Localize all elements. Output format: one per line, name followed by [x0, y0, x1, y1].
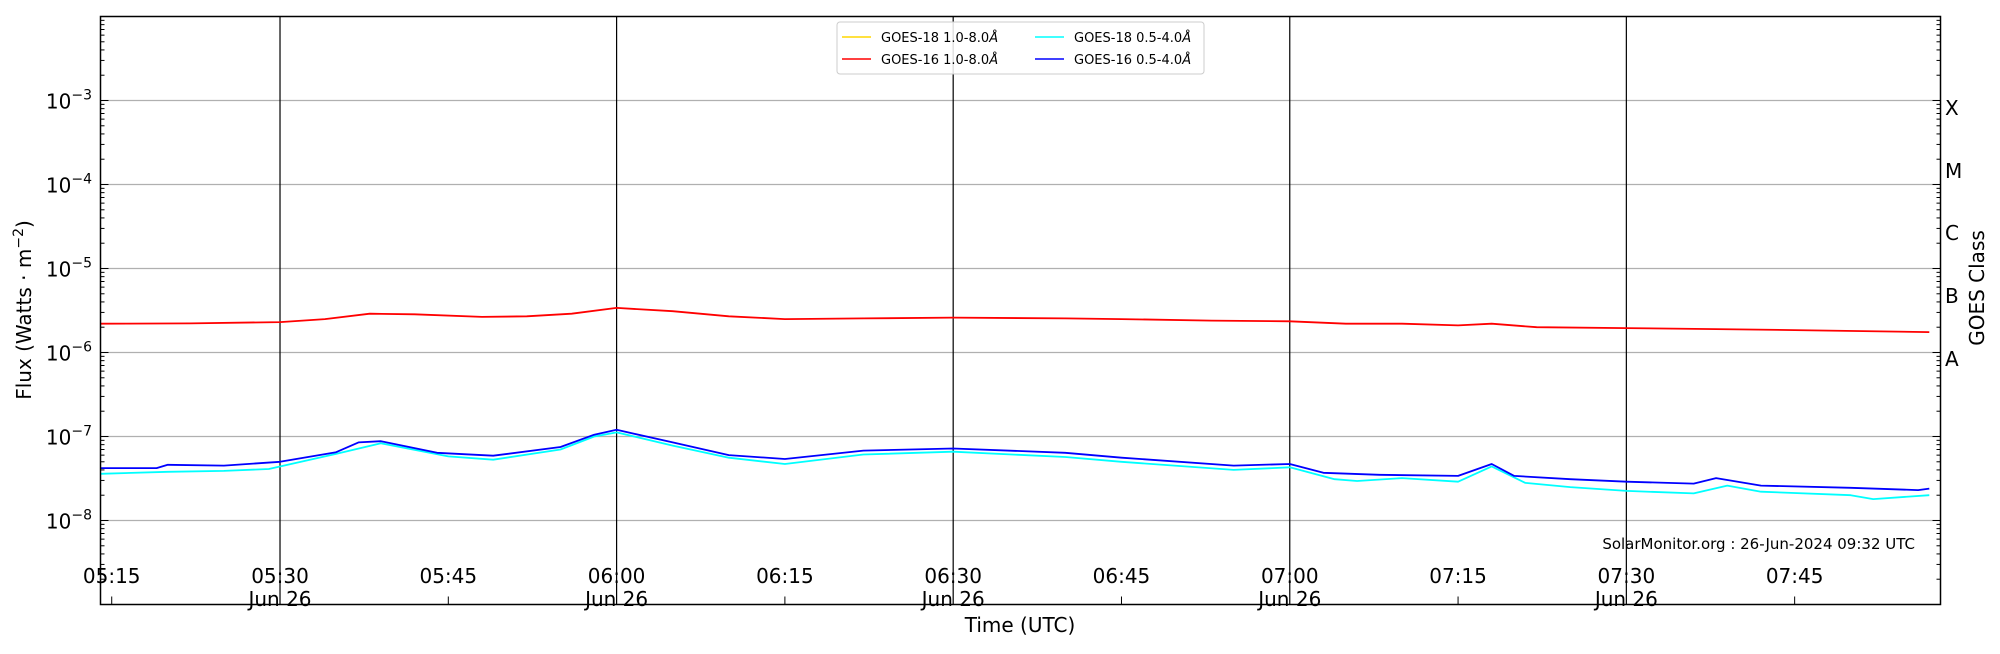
y-tick-label: 10−7 [46, 424, 92, 450]
x-axis-label: Time (UTC) [964, 613, 1076, 637]
x-tick-date-label: Jun 26 [246, 587, 311, 611]
legend: GOES-18 1.0-8.0Å GOES-18 0.5-4.0Å GOES-16 … [836, 21, 1205, 75]
goes-class-label-b: B [1945, 284, 1959, 308]
legend-label: GOES-18 0.5-4.0Å [1074, 30, 1191, 46]
series-line [100, 307, 1930, 333]
legend-label: GOES-16 0.5-4.0Å [1074, 52, 1191, 68]
y-tick-label: 10−3 [46, 88, 92, 114]
y-tick-label: 10−4 [46, 172, 92, 198]
x-tick-label: 05:45 [419, 564, 477, 588]
plot-frame [99, 15, 1942, 606]
goes-class-label-a: A [1945, 347, 1959, 371]
legend-box [836, 21, 1205, 75]
x-tick-label: 06:45 [1093, 564, 1151, 588]
x-tick-label: 07:15 [1429, 564, 1487, 588]
x-tick-label: 06:00 [588, 564, 646, 588]
x-tick-label: 05:30 [251, 564, 309, 588]
x-tick-date-label: Jun 26 [1593, 587, 1658, 611]
grid [100, 16, 1941, 605]
x-tick-date-label: Jun 26 [920, 587, 985, 611]
annotation: SolarMonitor.org : 26-Jun-2024 09:32 UTC [1602, 535, 1915, 553]
goes-class-label-c: C [1945, 221, 1959, 245]
series-line [100, 431, 1930, 500]
x-tick-label: 06:30 [924, 564, 982, 588]
x-tick-label: 06:15 [756, 564, 814, 588]
series-line [100, 428, 1930, 491]
x-tick-label: 05:15 [83, 564, 141, 588]
y-tick-label: 10−5 [46, 256, 92, 282]
x-tick-label: 07:30 [1598, 564, 1656, 588]
y-tick-label: 10−6 [46, 340, 92, 366]
right-axis-label: GOES Class [1965, 230, 1989, 346]
x-tick-label: 07:00 [1261, 564, 1319, 588]
x-tick-label: 07:45 [1766, 564, 1824, 588]
goes-class-label-m: M [1945, 159, 1962, 183]
legend-label: GOES-16 1.0-8.0Å [881, 52, 998, 68]
goes-class-label-x: X [1945, 96, 1959, 120]
series-lines [100, 307, 1930, 500]
legend-label: GOES-18 1.0-8.0Å [881, 30, 998, 46]
y-axis-label: Flux (Watts · m−2) [11, 220, 36, 400]
x-tick-date-label: Jun 26 [1256, 587, 1321, 611]
y-tick-label: 10−8 [46, 508, 92, 534]
x-tick-date-label: Jun 26 [583, 587, 648, 611]
